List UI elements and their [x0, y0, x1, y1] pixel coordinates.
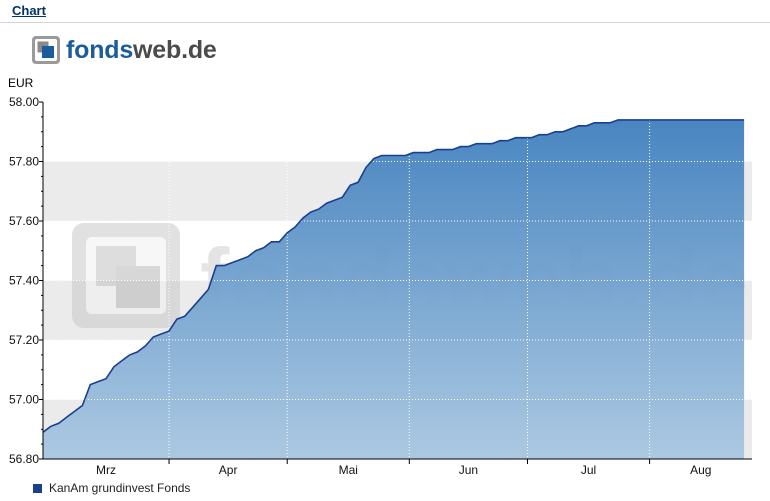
x-tick-label: Jul — [581, 463, 596, 477]
series-line — [42, 119, 745, 433]
y-tick-label: 57.20 — [9, 333, 39, 347]
y-tick-label: 57.60 — [9, 214, 39, 228]
x-tick-label: Mai — [339, 463, 358, 477]
logo-icon — [31, 35, 61, 65]
series-area — [43, 119, 745, 460]
x-tick-label: Aug — [690, 463, 711, 477]
legend-swatch — [33, 483, 42, 493]
y-axis-unit: EUR — [8, 76, 34, 90]
logo-text: fondsweb.de — [66, 35, 217, 64]
y-tick-label: 57.00 — [9, 393, 39, 407]
y-tick-label: 57.80 — [9, 155, 39, 169]
y-tick-label: 58.00 — [9, 95, 39, 109]
legend: KanAm grundinvest Fonds — [33, 481, 190, 495]
fondsweb-logo: fondsweb.de — [31, 33, 217, 67]
y-tick-label: 57.40 — [9, 274, 39, 288]
x-tick-label: Apr — [219, 463, 238, 477]
x-tick-label: Mrz — [96, 463, 116, 477]
legend-label: KanAm grundinvest Fonds — [49, 481, 191, 495]
y-tick-label: 56.80 — [9, 452, 39, 466]
chart-link[interactable]: Chart — [12, 3, 46, 18]
x-tick-label: Jun — [459, 463, 478, 477]
price-chart: fondsweb.de56.8057.0057.2057.4057.6057.8… — [9, 95, 752, 477]
header-divider — [0, 22, 770, 23]
